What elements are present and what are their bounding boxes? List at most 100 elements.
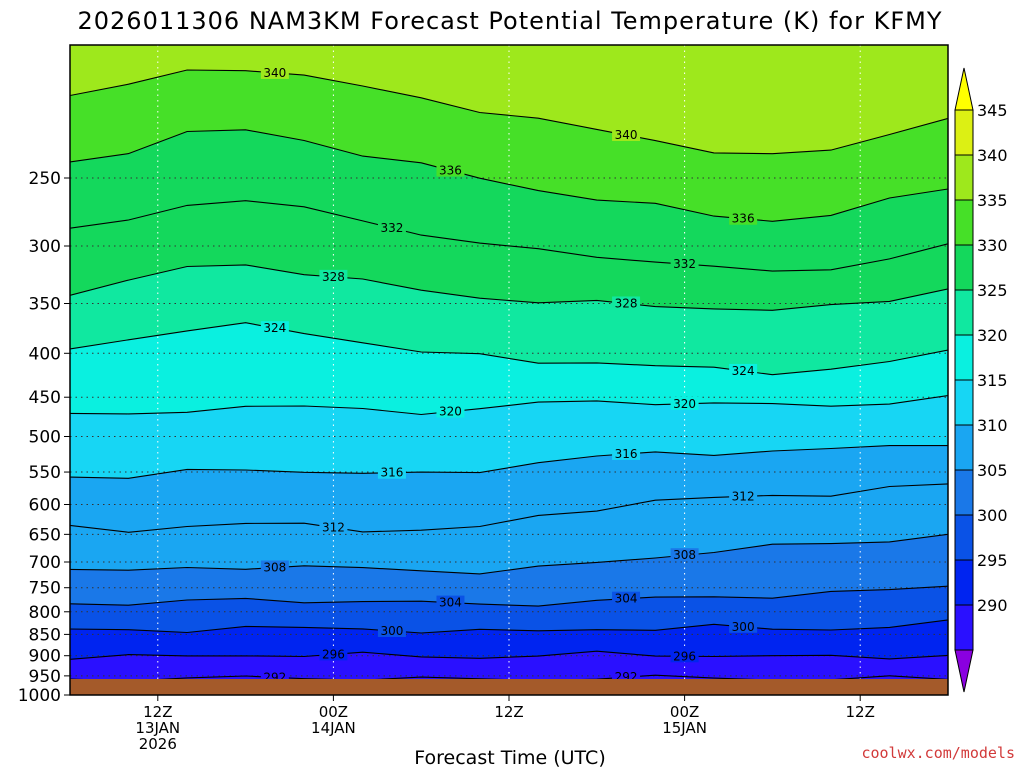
terrain-ground (70, 679, 948, 695)
contour-label: 320 (673, 397, 696, 411)
colorbar-label: 325 (977, 281, 1008, 300)
y-tick-label: 700 (29, 553, 61, 573)
x-tick-label: 13JAN (135, 719, 180, 737)
colorbar-label: 320 (977, 326, 1008, 345)
colorbar-label: 310 (977, 416, 1008, 435)
fill-band (70, 45, 948, 154)
x-tick-label: 15JAN (662, 719, 707, 737)
contour-label: 324 (263, 321, 286, 335)
contour-label-bg (319, 520, 348, 534)
x-tick-label: 12Z (846, 703, 875, 721)
x-tick-label: 2026 (139, 735, 177, 753)
contour-line (70, 533, 948, 575)
contour-label: 316 (615, 447, 638, 461)
colorbar-label: 330 (977, 236, 1008, 255)
fill-band (70, 70, 948, 222)
contour-label-bg (612, 446, 641, 460)
colorbar-label: 345 (977, 101, 1008, 120)
contour-label-bg (612, 591, 641, 605)
colorbar-label: 290 (977, 596, 1008, 615)
colorbar-label: 305 (977, 461, 1008, 480)
contour-line (70, 129, 948, 222)
contour-label-bg (377, 221, 406, 235)
y-tick-label: 1000 (18, 686, 61, 706)
y-tick-label: 500 (29, 428, 61, 448)
colorbar-swatch (954, 289, 974, 336)
contour-label-bg (729, 489, 758, 503)
contour-label-bg (670, 548, 699, 562)
colorbar-label: 300 (977, 506, 1008, 525)
contour-label-bg (436, 404, 465, 418)
colorbar-swatch (954, 334, 974, 381)
colorbar-label: 295 (977, 551, 1008, 570)
fill-band (70, 483, 948, 574)
x-tick-label: 12Z (143, 703, 172, 721)
colorbar-swatch (954, 109, 974, 156)
contour-line (70, 264, 948, 311)
contour-label-bg (670, 649, 699, 663)
contour-label-bg (670, 396, 699, 410)
contour-label: 320 (439, 405, 462, 419)
contour-label: 336 (732, 212, 755, 226)
colorbar-label: 340 (977, 146, 1008, 165)
contour-label-bg (377, 623, 406, 637)
contour-label: 308 (673, 548, 696, 562)
contour-label: 300 (380, 624, 403, 638)
colorbar-swatch (954, 244, 974, 291)
contour-label-bg (260, 560, 289, 574)
colorbar-label: 335 (977, 191, 1008, 210)
contour-label-bg (729, 211, 758, 225)
contour-label-bg (729, 363, 758, 377)
contour-label: 328 (322, 270, 345, 284)
contour-line (70, 200, 948, 272)
y-tick-label: 300 (29, 237, 61, 257)
contour-line (70, 322, 948, 376)
fill-band (70, 651, 948, 682)
contour-label: 336 (439, 164, 462, 178)
contour-label-bg (612, 296, 641, 310)
contour-label: 332 (380, 221, 403, 235)
colorbar-swatch (954, 424, 974, 471)
colorbar-swatch (954, 199, 974, 246)
contour-line (70, 69, 948, 155)
contour-label: 296 (673, 649, 696, 663)
contour-label: 312 (732, 489, 755, 503)
contour-label: 304 (615, 592, 638, 606)
colorbar-swatch (954, 559, 974, 606)
contour-line (70, 483, 948, 533)
contour-label-bg (729, 619, 758, 633)
y-tick-label: 600 (29, 495, 61, 515)
contour-label: 316 (380, 466, 403, 480)
contour-line (70, 585, 948, 607)
contour-label-bg (670, 257, 699, 271)
y-tick-label: 900 (29, 647, 61, 667)
contour-label: 304 (439, 596, 462, 610)
fill-band (70, 264, 948, 375)
contour-label: 296 (322, 647, 345, 661)
y-tick-label: 800 (29, 603, 61, 623)
colorbar-label: 315 (977, 371, 1008, 390)
colorbar-swatch (954, 379, 974, 426)
y-tick-label: 550 (29, 463, 61, 483)
contour-label-bg (612, 128, 641, 142)
contour-label-bg (436, 163, 465, 177)
contour-label: 340 (615, 128, 638, 142)
colorbar-swatch (954, 514, 974, 561)
contour-line (70, 619, 948, 634)
fill-band (70, 445, 948, 533)
y-tick-label: 850 (29, 625, 61, 645)
fill-band (70, 586, 948, 633)
contour-label-bg (319, 269, 348, 283)
y-tick-label: 400 (29, 344, 61, 364)
contour-label-bg (319, 647, 348, 661)
x-tick-label: 14JAN (311, 719, 356, 737)
y-tick-label: 350 (29, 294, 61, 314)
contour-label: 328 (615, 296, 638, 310)
credit-text: coolwx.com/models (861, 744, 1015, 762)
x-tick-label: 00Z (670, 703, 699, 721)
y-axis: 2503003504004505005506006507007508008509… (18, 169, 70, 706)
contour-label-bg (377, 465, 406, 479)
